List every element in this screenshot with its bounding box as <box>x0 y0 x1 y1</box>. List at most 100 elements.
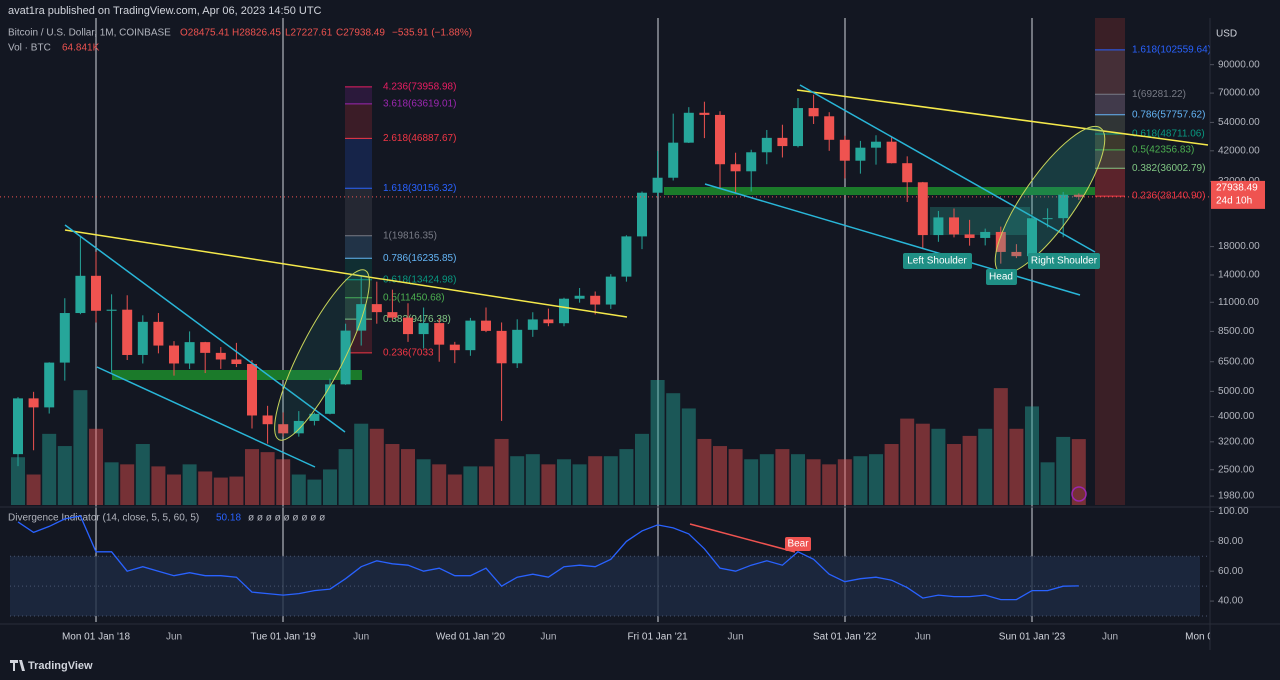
fib-label: 1.618(30156.32) <box>383 183 456 194</box>
indicator-value: 50.18 <box>216 513 241 524</box>
candle-body <box>715 114 725 165</box>
pattern-label-bg <box>903 253 972 269</box>
fib-zone <box>345 138 372 189</box>
brand: TradingView <box>28 660 93 672</box>
candle-body <box>247 364 257 416</box>
candle-body <box>980 231 991 238</box>
pattern-zone <box>930 207 1030 235</box>
pattern-label: Head <box>989 272 1013 283</box>
candle-body <box>106 309 117 311</box>
volume-bar <box>791 454 805 505</box>
candle-body <box>59 313 70 363</box>
fib-label: 2.618(46887.67) <box>383 133 456 144</box>
volume-bar <box>947 444 961 505</box>
candle-body <box>28 398 39 408</box>
candle-body <box>496 330 507 364</box>
channel-line <box>704 183 1081 296</box>
volume-bar <box>728 449 743 505</box>
candle-body <box>871 141 881 148</box>
volume-bar <box>89 428 103 505</box>
candle-body <box>200 342 211 353</box>
candle-body <box>761 137 772 153</box>
indicator-title: Divergence Indicator (14, close, 5, 5, 6… <box>8 513 199 524</box>
candle-body <box>137 321 148 355</box>
time-tick-label: Wed 01 Jan '20 <box>436 632 505 643</box>
publisher: avat1ra published on TradingView.com, Ap… <box>8 5 322 17</box>
volume-bar <box>291 474 306 505</box>
divergence-line <box>689 523 796 553</box>
candle-body <box>91 275 101 311</box>
candle-body <box>215 352 226 360</box>
candle-body <box>449 344 460 351</box>
volume-bar <box>775 449 790 505</box>
price-tick-label: 18000.00 <box>1218 241 1260 252</box>
price-tick-label: 11000.00 <box>1218 297 1259 308</box>
volume-bar <box>1056 436 1071 505</box>
candle-body <box>621 236 632 277</box>
volume-bar <box>104 462 119 505</box>
candle-body <box>590 295 601 305</box>
legend-high: H28826.45 <box>232 28 281 39</box>
price-pane: 4.236(73958.98) 3.618(63619.01) 2.618(4688… <box>11 45 1210 505</box>
support-zone <box>664 187 1095 195</box>
alert-icon[interactable] <box>1071 486 1087 502</box>
fib-zone <box>1095 168 1125 197</box>
volume-bar <box>853 456 868 505</box>
candle-body <box>902 163 913 183</box>
candle-body <box>699 112 710 115</box>
volume-bar <box>11 457 25 505</box>
volume-bar <box>619 449 634 505</box>
volume-bar <box>494 438 509 505</box>
volume-bar <box>432 464 447 505</box>
candle-body <box>839 139 850 161</box>
channel-line <box>64 224 346 433</box>
candle-body <box>184 342 195 364</box>
current-price: 27938.49 <box>1216 183 1258 194</box>
volume-bar <box>401 449 415 505</box>
pattern-label: Right Shoulder <box>1031 256 1098 267</box>
drawings <box>95 18 1095 622</box>
indicator-band <box>10 556 1200 617</box>
volume-bar <box>557 459 571 505</box>
candle-body <box>356 304 367 331</box>
volume-bar <box>572 464 587 505</box>
volume-bar <box>837 459 852 505</box>
candle-body <box>637 192 647 237</box>
volume-bar <box>369 428 384 505</box>
fib-zone <box>345 188 372 236</box>
candle-body <box>153 321 164 346</box>
overlay-drawings: Left Shoulder Head Right Shoulder Bear <box>64 84 1209 553</box>
time-tick-label: Jun <box>353 632 369 643</box>
volume-bar <box>463 466 478 505</box>
volume-bar <box>681 408 696 505</box>
volume-bar <box>915 423 930 505</box>
fib-label: 0.618(48711.06) <box>1132 129 1205 140</box>
price-tick-label: 42000.00 <box>1218 145 1260 156</box>
legend-change: −535.91 (−1.88%) <box>392 28 472 39</box>
legend-low: L27227.61 <box>285 28 333 39</box>
indicator-tick-label: 40.00 <box>1218 596 1243 607</box>
candle-body <box>855 147 866 161</box>
candle-body <box>1027 218 1037 257</box>
time-tick-label: Tue 01 Jan '19 <box>250 632 316 643</box>
volume-legend: Vol · BTC <box>8 43 51 54</box>
candle-body <box>44 362 55 408</box>
candle-body <box>543 319 554 324</box>
candle-body <box>278 424 289 434</box>
volume-bar <box>276 459 291 505</box>
fib-label: 1(19816.35) <box>383 230 437 241</box>
fib-label: 3.618(63619.01) <box>383 99 456 110</box>
candle-body <box>481 320 491 331</box>
candle-body <box>574 295 585 299</box>
fib-label: 0.618(13424.98) <box>383 274 456 285</box>
volume-bar <box>603 456 618 505</box>
candle-body <box>512 329 523 364</box>
time-tick-label: Jun <box>728 632 744 643</box>
candle-body <box>434 323 445 345</box>
candle-body <box>1011 251 1022 257</box>
legend-symbol: Bitcoin / U.S. Dollar, 1M, COINBASE <box>8 28 171 39</box>
price-tick-label: 14000.00 <box>1218 270 1260 281</box>
volume-bar <box>650 380 665 505</box>
price-tick-label: 1980.00 <box>1218 491 1255 502</box>
fib-zone <box>345 103 372 139</box>
